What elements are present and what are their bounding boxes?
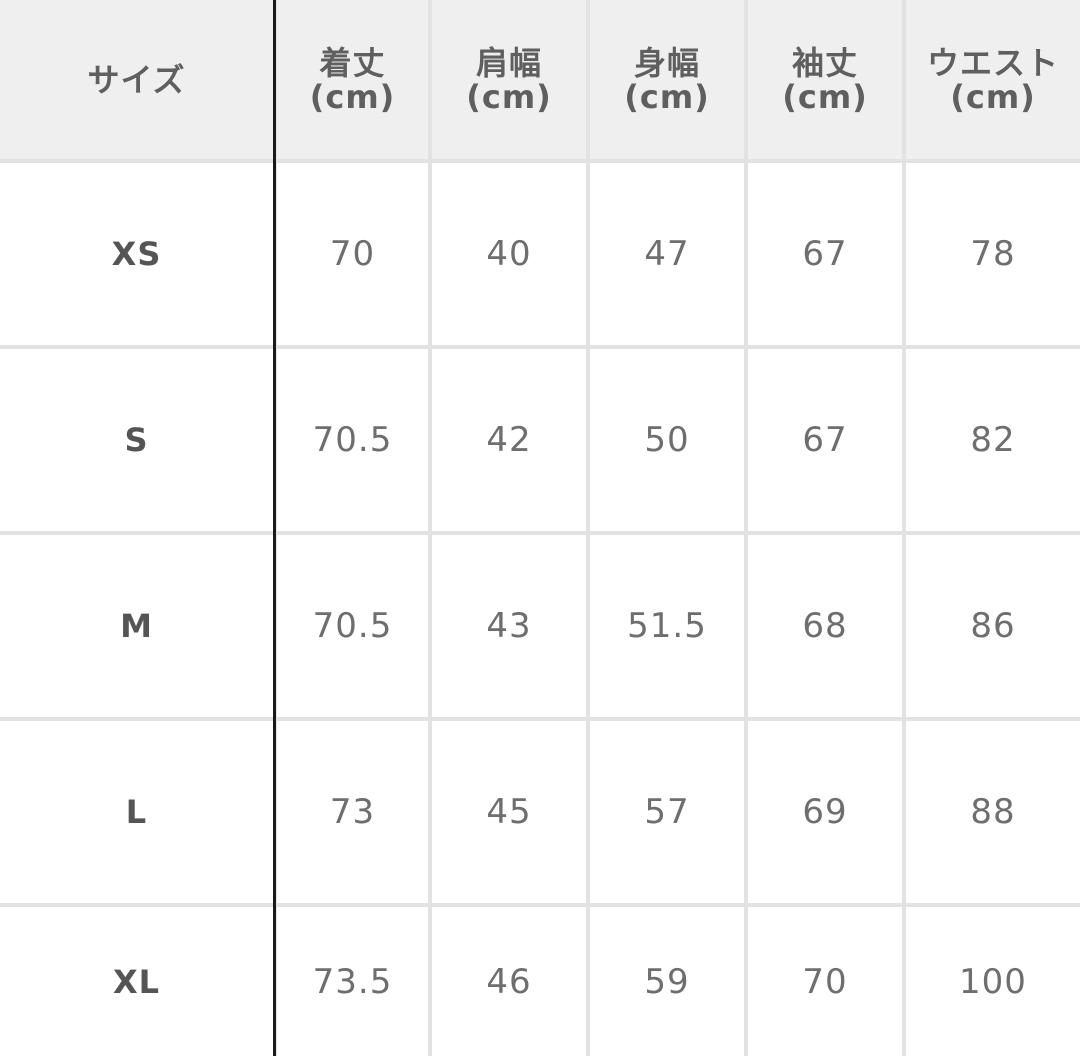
size-label-cell: L (0, 721, 273, 903)
table-cell: 57 (590, 721, 744, 903)
header-cell: ウエスト (cm) (906, 0, 1080, 159)
header-cell: 着丈 (cm) (277, 0, 428, 159)
header-cell: 肩幅 (cm) (432, 0, 586, 159)
table-cell: 43 (432, 535, 586, 717)
size-label-cell: XS (0, 163, 273, 345)
table-cell: 78 (906, 163, 1080, 345)
column-divider (273, 0, 276, 1056)
table-cell: 67 (748, 349, 902, 531)
header-name: ウエスト (926, 43, 1059, 82)
header-cell: サイズ (0, 0, 273, 159)
table-cell: 73 (277, 721, 428, 903)
header-name: 身幅 (633, 43, 700, 82)
header-name: 着丈 (319, 43, 386, 82)
header-name: 肩幅 (475, 43, 542, 82)
header-unit: (cm) (782, 77, 868, 116)
table-cell: 70.5 (277, 349, 428, 531)
table-cell: 45 (432, 721, 586, 903)
header-cell: 袖丈 (cm) (748, 0, 902, 159)
table-cell: 59 (590, 907, 744, 1056)
header-unit: (cm) (624, 77, 710, 116)
table-cell: 82 (906, 349, 1080, 531)
table-cell: 70 (748, 907, 902, 1056)
size-label-cell: XL (0, 907, 273, 1056)
table-cell: 70 (277, 163, 428, 345)
table-cell: 68 (748, 535, 902, 717)
header-unit: (cm) (309, 77, 396, 116)
table-cell: 86 (906, 535, 1080, 717)
table-cell: 50 (590, 349, 744, 531)
header-cell: 身幅 (cm) (590, 0, 744, 159)
size-label-cell: M (0, 535, 273, 717)
header-unit: (cm) (466, 77, 552, 116)
size-label-cell: S (0, 349, 273, 531)
table-cell: 69 (748, 721, 902, 903)
table-cell: 40 (432, 163, 586, 345)
table-cell: 51.5 (590, 535, 744, 717)
header-unit: (cm) (950, 77, 1036, 116)
header-name: サイズ (87, 60, 186, 99)
table-cell: 67 (748, 163, 902, 345)
table-cell: 46 (432, 907, 586, 1056)
table-cell: 70.5 (277, 535, 428, 717)
table-cell: 47 (590, 163, 744, 345)
table-cell: 100 (906, 907, 1080, 1056)
header-name: 袖丈 (791, 43, 858, 82)
table-cell: 42 (432, 349, 586, 531)
table-cell: 73.5 (277, 907, 428, 1056)
table-cell: 88 (906, 721, 1080, 903)
